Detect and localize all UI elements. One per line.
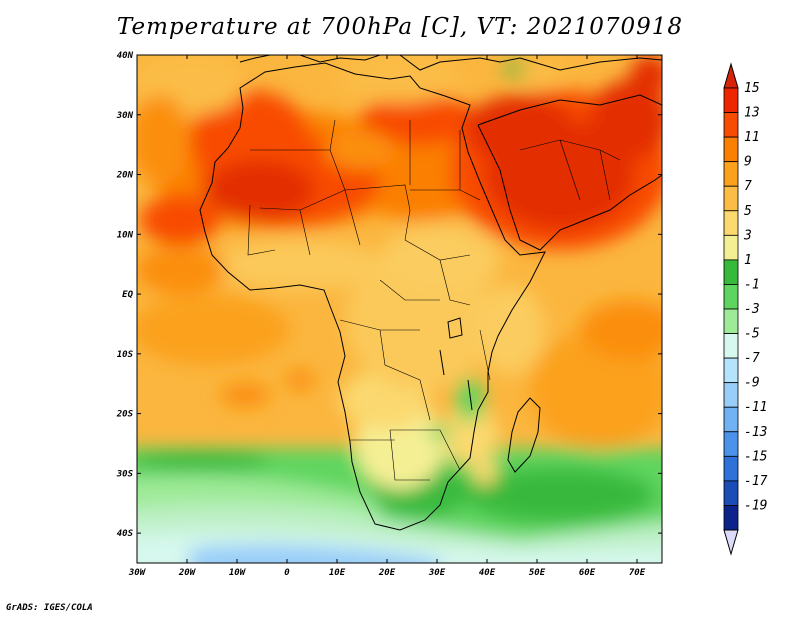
lon-tick-label: 70E: [629, 568, 646, 578]
colorbar-label: -5: [744, 327, 760, 342]
africa-coastline: [199, 62, 546, 531]
colorbar-bottom-arrow: [723, 529, 739, 556]
colorbar-label: 7: [744, 179, 752, 194]
lon-tick-label: 30W: [128, 568, 147, 578]
lon-tick-label: 0: [284, 568, 290, 578]
colorbar-label: 13: [744, 106, 760, 121]
colorbar-label: -15: [744, 449, 768, 464]
colorbar-label: 1: [744, 253, 752, 268]
colorbar-swatch: [723, 431, 739, 457]
lat-tick-label: 10S: [117, 350, 134, 360]
colorbar-swatch: [723, 210, 739, 236]
colorbar-swatch: [723, 136, 739, 163]
lon-axis: 30W 20W 10W 0 10E 20E 30E 40E 50E 60E 70E: [128, 55, 646, 578]
lakes: [439, 317, 473, 411]
lon-tick-label: 20W: [178, 568, 197, 578]
lat-tick-label: 40S: [117, 529, 134, 539]
colorbar-label: -3: [744, 302, 760, 317]
credit-text: GrADS: IGES/COLA: [6, 603, 93, 613]
colorbar-swatch: [723, 505, 739, 531]
colorbar-swatch: [723, 333, 739, 359]
colorbar-swatch: [723, 284, 739, 310]
arabia-coastline: [477, 94, 662, 251]
colorbar-label: 11: [744, 130, 760, 145]
lat-tick-label: EQ: [122, 290, 133, 300]
europe-coastline: [239, 55, 662, 71]
lon-tick-label: 50E: [529, 568, 546, 578]
colorbar-swatch: [723, 357, 739, 384]
colorbar-swatch: [723, 259, 739, 285]
colorbar-swatch: [723, 87, 739, 113]
lat-tick-label: 30N: [116, 111, 134, 121]
colorbar-swatch: [723, 308, 739, 334]
colorbar-label: -9: [744, 376, 760, 391]
colorbar-label: -17: [744, 474, 768, 489]
colorbar: 15 13 11 9 7 5 3 1 -1 -3 -5 -7 -9 -11 -13 -15 -17 -19: [723, 62, 768, 556]
colorbar-swatch: [723, 406, 739, 433]
lat-tick-label: 40N: [117, 51, 134, 61]
colorbar-label: 9: [744, 155, 752, 170]
plot-frame: [136, 54, 663, 564]
colorbar-label: -7: [744, 351, 760, 366]
lon-tick-label: 60E: [579, 568, 596, 578]
country-borders: [247, 119, 621, 481]
colorbar-label: 3: [743, 228, 752, 243]
coastlines: [199, 55, 662, 531]
lon-tick-label: 20E: [378, 568, 396, 578]
colorbar-swatch: [723, 112, 739, 138]
colorbar-swatch: [723, 185, 739, 212]
map-title: Temperature at 700hPa [C], VT: 202107091…: [116, 14, 684, 40]
colorbar-label: 5: [744, 204, 752, 219]
colorbar-swatch: [723, 161, 739, 187]
colorbar-label: -11: [744, 400, 767, 415]
colorbar-swatch: [723, 234, 739, 261]
colorbar-label: -19: [744, 498, 767, 513]
madagascar-coastline: [507, 397, 541, 473]
colorbar-label: 15: [744, 81, 760, 96]
colorbar-swatch: [723, 480, 739, 506]
lon-tick-label: 40E: [479, 568, 496, 578]
colorbar-label: -13: [744, 425, 767, 440]
colorbar-swatch: [723, 382, 739, 408]
colorbar-top-arrow: [723, 62, 739, 89]
lat-tick-label: 10N: [117, 230, 134, 240]
lon-tick-label: 30E: [428, 568, 446, 578]
lat-axis: 40N 30N 20N 10N EQ 10S 20S 30S 40S: [116, 51, 662, 539]
lat-tick-label: 20S: [116, 410, 134, 420]
colorbar-label: -1: [744, 277, 760, 292]
temperature-field: [137, 55, 662, 563]
lon-tick-label: 10E: [329, 568, 346, 578]
colorbar-swatch: [723, 455, 739, 482]
lon-tick-label: 10W: [229, 568, 247, 578]
lat-tick-label: 30S: [116, 469, 134, 479]
lat-tick-label: 20N: [116, 171, 134, 181]
